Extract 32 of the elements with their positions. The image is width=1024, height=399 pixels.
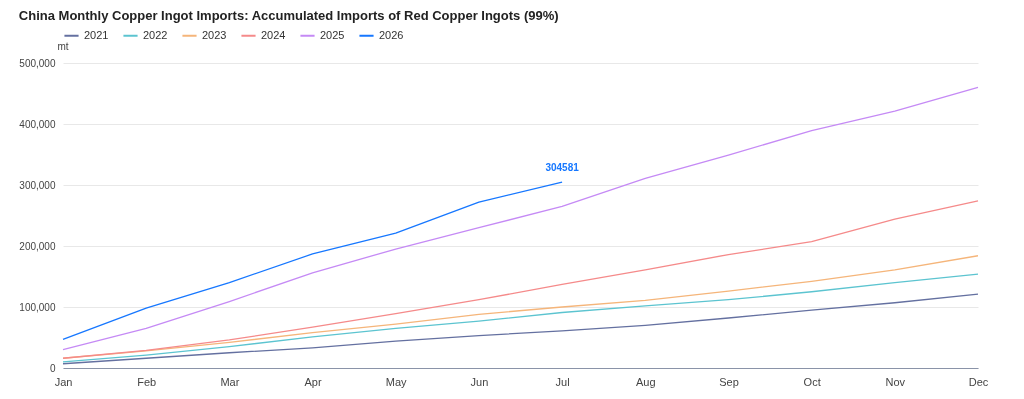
legend-label: 2022 — [143, 28, 168, 41]
legend-label: 2023 — [202, 28, 227, 41]
y-tick-label: 0 — [49, 362, 56, 374]
y-tick-label: 300,000 — [19, 179, 56, 191]
legend-label: 2024 — [261, 28, 286, 41]
y-tick-label: 100,000 — [19, 301, 56, 313]
line-series — [62, 293, 979, 365]
legend-label: 2025 — [320, 28, 345, 41]
line-series — [62, 200, 979, 359]
x-tick-label: Sep — [719, 375, 739, 388]
x-tick-label: Jun — [470, 375, 489, 388]
y-tick-label: 500,000 — [19, 57, 56, 69]
chart-title: China Monthly Copper Ingot Imports: Accumulated Imports of Red Copper Ingots (99%) — [18, 8, 559, 23]
x-tick-label: Apr — [304, 375, 322, 388]
line-series — [62, 273, 979, 363]
x-tick-label: Oct — [803, 375, 821, 388]
legend-label: 2026 — [379, 28, 404, 41]
line-series — [62, 86, 979, 351]
x-tick-label: Jan — [54, 375, 73, 388]
x-tick-label: May — [385, 375, 408, 388]
y-tick-label: 200,000 — [19, 240, 56, 252]
line-series — [62, 181, 563, 340]
x-tick-label: Feb — [137, 375, 157, 388]
x-tick-label: Nov — [885, 375, 906, 388]
x-tick-label: Aug — [635, 375, 656, 388]
legend-label: 2021 — [84, 28, 109, 41]
x-tick-label: Dec — [968, 375, 989, 388]
y-tick-label: 400,000 — [19, 118, 56, 130]
y-axis-title: mt — [57, 40, 69, 52]
x-tick-label: Mar — [220, 375, 240, 388]
data-label: 304581 — [545, 162, 580, 174]
x-tick-label: Jul — [555, 375, 570, 388]
